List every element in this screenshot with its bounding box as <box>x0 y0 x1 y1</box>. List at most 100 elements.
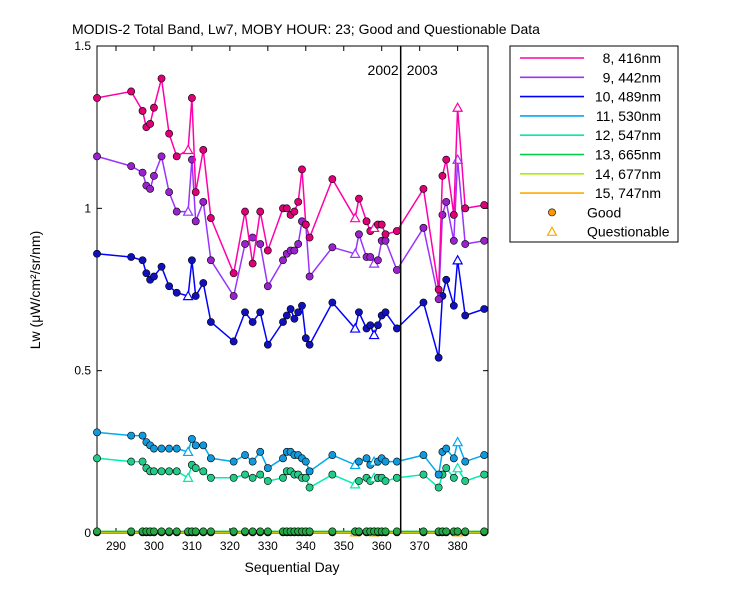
good-point <box>305 340 314 349</box>
questionable-point <box>452 462 464 473</box>
good-point <box>328 175 337 184</box>
good-point <box>191 217 200 226</box>
good-point <box>392 473 401 482</box>
legend-questionable-label: Questionable <box>587 224 670 240</box>
good-point <box>461 240 470 248</box>
good-point <box>377 220 386 229</box>
good-point <box>355 308 363 317</box>
x-tick-label: 330 <box>258 539 278 553</box>
good-point <box>328 298 337 307</box>
x-tick-label: 360 <box>372 539 392 553</box>
good-point <box>138 457 147 466</box>
x-tick-label: 340 <box>296 539 316 553</box>
good-point <box>138 168 147 177</box>
good-point <box>442 527 451 536</box>
y-tick-label: 1 <box>84 201 91 215</box>
good-point <box>248 473 257 482</box>
good-point <box>461 527 470 536</box>
good-point <box>138 431 147 440</box>
good-point <box>442 197 451 206</box>
x-axis-label: Sequential Day <box>245 559 340 575</box>
good-point <box>355 457 363 466</box>
good-point <box>305 483 314 492</box>
good-point <box>301 220 310 229</box>
good-point <box>381 236 390 245</box>
good-point <box>206 256 215 265</box>
good-point <box>157 527 166 536</box>
questionable-point <box>349 248 361 258</box>
x-tick-label: 370 <box>410 539 430 553</box>
good-point <box>157 262 166 271</box>
legend-label: 15, 747nm <box>595 185 661 201</box>
questionable-point <box>182 144 194 155</box>
good-point <box>138 107 147 115</box>
good-point <box>150 527 158 536</box>
good-point <box>248 259 257 268</box>
legend-good-marker <box>548 208 556 217</box>
good-point <box>93 249 101 258</box>
good-point <box>419 451 428 459</box>
x-tick-label: 380 <box>448 539 468 553</box>
x-tick-label: 310 <box>182 539 202 553</box>
good-point <box>480 201 489 209</box>
questionable-point <box>349 322 361 333</box>
good-point <box>449 454 458 463</box>
good-point <box>355 477 363 485</box>
good-point <box>188 256 196 265</box>
legend-good-label: Good <box>587 204 621 220</box>
series-11-530nm <box>93 428 489 479</box>
legend-label: 8, 416nm <box>603 50 661 66</box>
series-layer <box>93 74 489 537</box>
good-point <box>199 467 208 476</box>
good-point <box>461 477 470 485</box>
good-point <box>172 444 181 453</box>
good-point <box>157 74 166 83</box>
good-point <box>328 470 337 479</box>
good-point <box>241 240 249 248</box>
good-point <box>301 457 310 466</box>
good-point <box>461 204 470 213</box>
questionable-point <box>452 254 464 265</box>
good-point <box>328 243 337 252</box>
good-point <box>263 246 272 255</box>
good-point <box>328 451 337 459</box>
good-point <box>248 233 257 242</box>
good-point <box>248 318 257 326</box>
good-point <box>165 129 174 138</box>
good-point <box>241 308 249 317</box>
series-10-489nm <box>93 249 489 362</box>
good-point <box>191 188 200 196</box>
good-point <box>392 266 401 274</box>
good-point <box>362 454 371 463</box>
good-point <box>93 454 101 463</box>
good-point <box>305 467 314 476</box>
good-point <box>229 473 238 482</box>
good-point <box>199 527 208 536</box>
legend-label: 13, 665nm <box>595 147 661 163</box>
good-point <box>366 321 375 330</box>
good-point <box>449 210 458 219</box>
good-point <box>434 285 443 294</box>
good-point <box>138 256 147 265</box>
good-point <box>305 233 314 242</box>
good-point <box>434 353 443 362</box>
x-tick-label: 300 <box>144 539 164 553</box>
year-label-left: 2002 <box>368 62 399 78</box>
good-point <box>191 292 200 300</box>
series-13-665nm <box>93 527 489 536</box>
good-point <box>127 457 136 466</box>
good-point <box>449 236 458 245</box>
y-tick-label: 1.5 <box>74 39 91 53</box>
good-point <box>165 467 174 476</box>
good-point <box>157 444 166 453</box>
y-tick-label: 0 <box>84 526 91 540</box>
good-point <box>150 272 158 281</box>
good-point <box>150 444 158 453</box>
good-point <box>206 527 215 536</box>
good-point <box>241 527 249 536</box>
good-point <box>263 477 272 485</box>
good-point <box>165 444 174 453</box>
series-12-547nm <box>93 454 489 492</box>
good-point <box>172 527 181 536</box>
good-point <box>191 441 200 450</box>
